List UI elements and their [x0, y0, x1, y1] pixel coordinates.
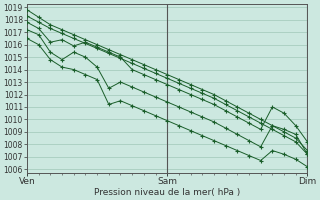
- X-axis label: Pression niveau de la mer( hPa ): Pression niveau de la mer( hPa ): [94, 188, 240, 197]
